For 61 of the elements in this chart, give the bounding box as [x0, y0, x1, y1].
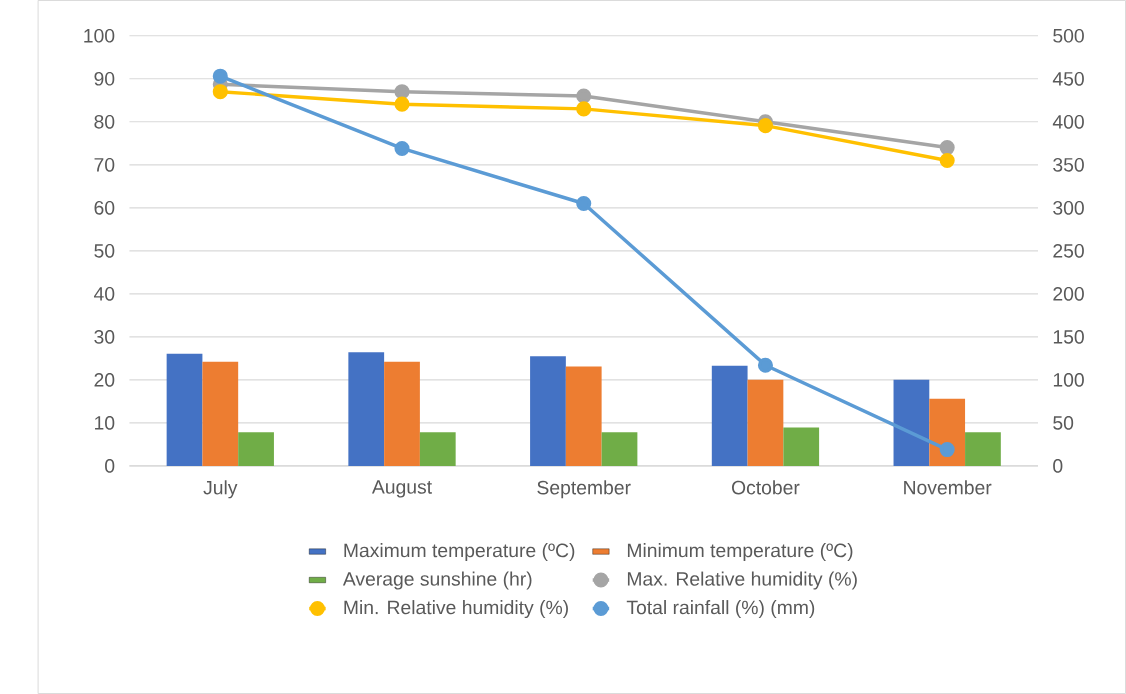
bar — [419, 432, 456, 466]
bar — [348, 352, 385, 466]
y-tick-label: 70 — [94, 157, 115, 172]
y2-tick-label: 100 — [1053, 373, 1084, 387]
y2-tick-label: 300 — [1053, 200, 1084, 215]
legend-label: Average sunshine (hr) — [342, 571, 532, 590]
bar — [530, 356, 566, 466]
y-tick-label: 30 — [94, 330, 115, 344]
y2-tick-label: 200 — [1053, 287, 1084, 301]
x-tick-label: September — [537, 480, 631, 499]
bar — [783, 427, 820, 466]
point — [576, 101, 592, 117]
y2-tick-label: 250 — [1053, 243, 1084, 258]
legend-label: Maximum temperature (ºC) — [344, 543, 575, 562]
point — [757, 357, 773, 373]
x-tick-label: November — [904, 480, 992, 495]
point — [576, 195, 592, 212]
y-tick-label: 90 — [94, 71, 115, 86]
point — [212, 84, 228, 100]
point — [212, 68, 228, 84]
y-tick-label: 20 — [94, 373, 115, 387]
y2-tick-label: 350 — [1053, 157, 1084, 172]
legend-label: Minimum temperature (ºC) — [627, 543, 853, 562]
point — [939, 152, 955, 169]
y-tick-label: 0 — [105, 459, 115, 473]
y2-tick-label: 400 — [1052, 114, 1084, 129]
legend-label: Min. Relative humidity (%) — [344, 600, 568, 619]
bar — [711, 365, 748, 466]
y2-tick-label: 150 — [1053, 330, 1084, 344]
bar — [893, 379, 930, 466]
y2-tick-label: 50 — [1053, 416, 1074, 430]
y2-tick-label: 0 — [1053, 459, 1063, 473]
point — [394, 140, 410, 156]
point — [939, 442, 955, 458]
bar — [747, 379, 784, 466]
bar — [929, 398, 966, 466]
bar — [965, 432, 1001, 466]
point — [757, 118, 773, 134]
bar — [384, 361, 420, 466]
point — [394, 84, 410, 100]
x-tick-label: October — [731, 480, 800, 495]
y-tick-label: 40 — [94, 286, 115, 301]
bar — [601, 432, 638, 466]
y-tick-label: 80 — [94, 114, 115, 129]
point — [394, 96, 410, 112]
y-tick-label: 50 — [94, 243, 115, 258]
y-tick-label: 60 — [94, 200, 115, 215]
y2-tick-label: 500 — [1053, 28, 1084, 43]
bar — [166, 353, 203, 466]
point — [939, 140, 955, 156]
x-tick-label: August — [371, 480, 432, 498]
legend-label: Total rainfall (%) (mm) — [626, 600, 815, 619]
x-tick-label: July — [203, 480, 238, 499]
y-tick-label: 10 — [95, 416, 115, 430]
bar — [565, 366, 602, 466]
legend-label: Max. Relative humidity (%) — [627, 571, 857, 590]
bar — [238, 432, 274, 466]
bar — [202, 361, 239, 466]
y-tick-label: 100 — [84, 28, 115, 43]
y2-tick-label: 450 — [1052, 71, 1084, 86]
point — [576, 88, 592, 104]
